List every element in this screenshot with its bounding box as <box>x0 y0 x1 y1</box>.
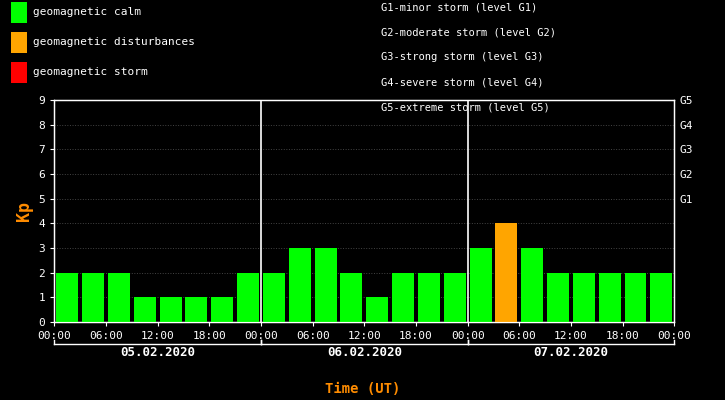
Bar <box>495 223 518 322</box>
Text: 05.02.2020: 05.02.2020 <box>120 346 195 359</box>
Bar <box>289 248 311 322</box>
Text: geomagnetic calm: geomagnetic calm <box>33 8 141 18</box>
Bar <box>418 273 440 322</box>
Bar <box>547 273 569 322</box>
Bar <box>263 273 285 322</box>
Bar <box>108 273 130 322</box>
Bar <box>521 248 543 322</box>
Bar <box>315 248 336 322</box>
Bar <box>650 273 672 322</box>
Text: 07.02.2020: 07.02.2020 <box>534 346 608 359</box>
Text: G5-extreme storm (level G5): G5-extreme storm (level G5) <box>381 103 550 113</box>
Text: geomagnetic storm: geomagnetic storm <box>33 68 147 78</box>
Text: geomagnetic disturbances: geomagnetic disturbances <box>33 37 194 47</box>
Text: G3-strong storm (level G3): G3-strong storm (level G3) <box>381 52 543 62</box>
Text: G2-moderate storm (level G2): G2-moderate storm (level G2) <box>381 27 555 37</box>
Bar <box>211 297 233 322</box>
Bar <box>57 273 78 322</box>
Bar <box>573 273 594 322</box>
Bar <box>599 273 621 322</box>
Y-axis label: Kp: Kp <box>15 201 33 221</box>
Bar <box>470 248 492 322</box>
Bar <box>82 273 104 322</box>
Bar <box>134 297 156 322</box>
Text: G4-severe storm (level G4): G4-severe storm (level G4) <box>381 78 543 88</box>
Bar <box>341 273 362 322</box>
Bar <box>444 273 465 322</box>
Text: 06.02.2020: 06.02.2020 <box>327 346 402 359</box>
Bar <box>237 273 259 322</box>
Text: G1-minor storm (level G1): G1-minor storm (level G1) <box>381 2 537 12</box>
Bar <box>366 297 388 322</box>
Bar <box>186 297 207 322</box>
Bar <box>392 273 414 322</box>
Bar <box>624 273 647 322</box>
Text: Time (UT): Time (UT) <box>325 382 400 396</box>
Bar <box>160 297 181 322</box>
